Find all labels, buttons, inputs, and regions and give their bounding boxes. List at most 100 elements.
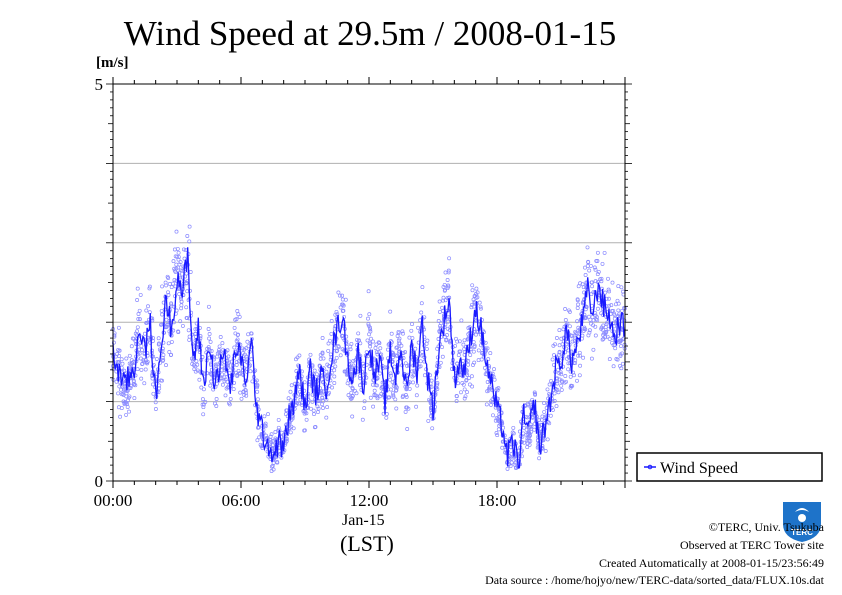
data-point [115,352,120,356]
data-point [217,344,222,349]
data-point [366,322,371,327]
data-point [243,388,248,393]
data-point [552,391,557,396]
data-point [220,341,225,346]
data-point [474,295,479,300]
data-point [566,308,571,313]
data-point [273,436,278,441]
data-point [160,312,165,317]
data-point [173,269,178,274]
data-point [320,336,325,340]
data-point [542,401,547,406]
data-point [199,385,204,390]
data-point [286,396,291,401]
data-point [565,321,570,326]
data-point [607,357,612,362]
data-point [575,378,579,383]
data-point [389,373,394,378]
data-point [266,412,270,417]
data-point [620,361,625,366]
data-point [137,308,142,313]
data-point [589,292,594,297]
data-point [297,353,302,358]
data-point [388,387,393,392]
data-point [605,334,610,339]
data-point [125,405,130,409]
data-point [365,338,370,343]
y-tick-label: 5 [95,75,104,94]
data-point [368,395,373,400]
data-point [288,430,293,435]
data-point [309,406,313,411]
data-point [583,273,588,277]
data-point [391,353,396,358]
legend-box [636,452,823,482]
data-point [343,297,348,302]
data-point [524,427,529,432]
data-point [555,381,560,386]
x-tick-label: 06:00 [222,491,261,510]
data-point [456,353,461,358]
data-point [578,281,583,286]
data-point [362,399,367,404]
data-point [117,360,122,365]
data-point [126,395,131,400]
data-point [384,415,389,420]
data-point [460,381,465,385]
data-point [193,369,198,374]
data-point [337,293,342,298]
data-point [242,392,247,397]
data-point [617,312,621,317]
data-point [291,426,296,431]
data-point [612,316,617,321]
data-point [489,399,493,404]
data-point [547,382,552,387]
data-point [572,333,577,338]
data-point [207,332,212,336]
data-point [367,332,372,337]
data-point [445,326,450,331]
data-point [590,280,595,285]
data-point [607,289,612,294]
data-point [595,272,600,277]
y-axis-unit: [m/s] [96,55,129,71]
data-point [320,350,325,355]
data-point [144,308,149,313]
data-point [583,327,588,332]
data-point [618,363,622,368]
data-point [144,360,149,365]
data-point [144,320,149,325]
data-point [137,351,142,356]
data-point [347,365,352,370]
data-point [600,261,605,266]
data-point [472,343,477,348]
data-point [245,339,250,344]
data-point [349,390,354,395]
data-point [508,464,513,469]
data-point [334,349,339,354]
data-point [214,397,219,401]
data-point [509,460,514,465]
data-point [302,428,307,433]
data-point [348,344,353,349]
data-point [271,461,276,465]
plot-frame [112,83,626,482]
data-point [138,292,143,297]
data-point [321,356,326,361]
data-point [227,401,231,406]
data-point [416,325,420,330]
data-point [350,393,355,398]
data-point [154,357,159,361]
data-point [595,259,600,263]
data-point [411,373,416,378]
data-point [246,332,251,337]
data-point [550,357,555,362]
data-point [599,311,604,316]
data-point [404,393,408,397]
data-point [160,378,164,383]
data-point [542,409,547,414]
data-point [485,380,490,384]
data-point [235,337,240,342]
data-point [124,412,129,417]
data-point [458,349,463,354]
